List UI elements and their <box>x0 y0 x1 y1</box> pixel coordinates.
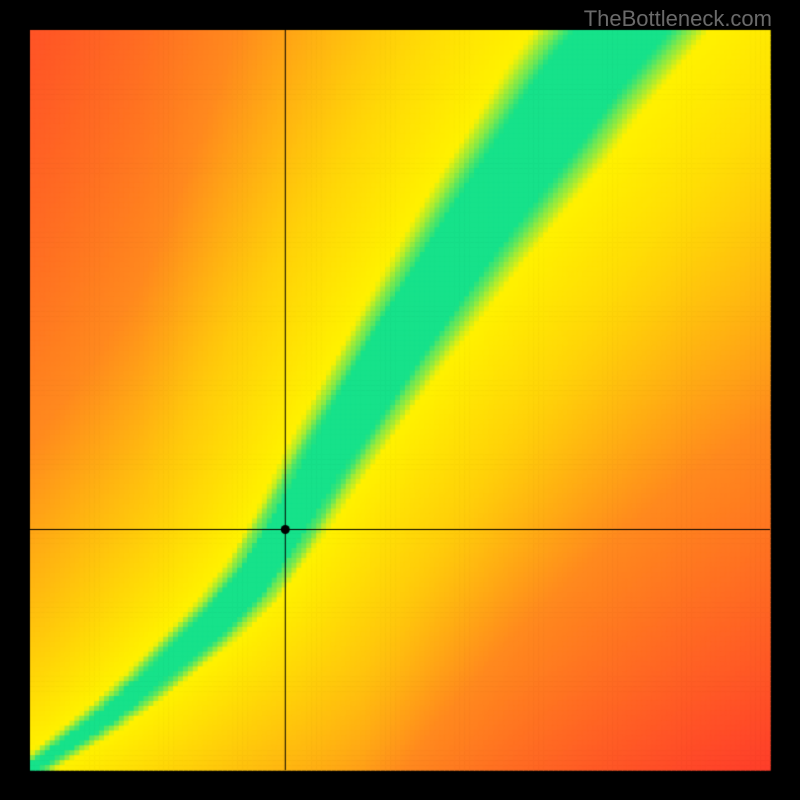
bottleneck-heatmap <box>0 0 800 800</box>
chart-frame: TheBottleneck.com <box>0 0 800 800</box>
watermark-text: TheBottleneck.com <box>584 6 772 32</box>
